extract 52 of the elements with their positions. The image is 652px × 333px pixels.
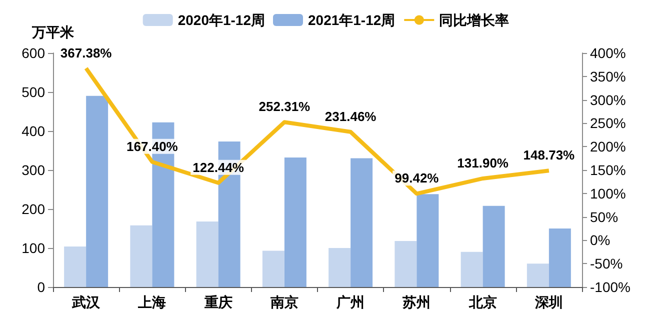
- y2-tick-label: 400%: [590, 45, 626, 61]
- y-tick-label: 0: [37, 279, 46, 295]
- legend-label: 2020年1-12周: [178, 12, 266, 28]
- bar: [350, 158, 373, 287]
- x-tick-label: 苏州: [402, 294, 431, 310]
- data-label: 231.46%: [324, 108, 377, 124]
- data-label: 367.38%: [60, 45, 112, 60]
- y2-tick-label: 300%: [590, 92, 626, 108]
- y2-tick-label: -50%: [590, 256, 623, 272]
- x-tick-label: 北京: [468, 294, 497, 310]
- y-tick-label: 600: [22, 45, 46, 61]
- bar: [262, 250, 284, 287]
- y-axis-title: 万平米: [31, 24, 75, 40]
- data-label: 148.73%: [523, 148, 576, 163]
- x-tick-label: 深圳: [534, 294, 563, 310]
- y2-tick-label: 150%: [590, 162, 626, 178]
- y2-tick-label: 250%: [590, 115, 626, 132]
- bar: [284, 158, 306, 287]
- legend-label: 同比增长率: [439, 12, 510, 28]
- y2-tick-label: 350%: [590, 68, 626, 84]
- bar: [196, 221, 218, 287]
- data-label: 167.40%: [126, 138, 178, 154]
- y-tick-label: 500: [22, 84, 46, 100]
- y-tick-label: 100: [22, 240, 46, 256]
- bar: [64, 246, 86, 287]
- x-tick-label: 武汉: [71, 294, 102, 310]
- x-tick-label: 上海: [137, 294, 166, 310]
- legend-label: 2021年1-12周: [308, 12, 396, 28]
- y-tick-label: 400: [22, 123, 46, 139]
- data-label: 99.42%: [394, 170, 440, 186]
- x-tick-label: 重庆: [203, 294, 232, 310]
- bar: [460, 252, 483, 287]
- y-tick-label: 200: [22, 201, 46, 217]
- bar: [394, 240, 417, 287]
- bar: [86, 96, 108, 287]
- y-tick-label: 300: [22, 162, 46, 178]
- x-tick-label: 南京: [269, 294, 298, 310]
- y2-tick-label: -100%: [590, 279, 630, 295]
- bar: [416, 194, 439, 287]
- bar: [548, 228, 571, 287]
- y2-tick-label: 50%: [590, 208, 618, 225]
- bar: [130, 225, 152, 287]
- data-label: 252.31%: [258, 99, 311, 114]
- y2-tick-label: 200%: [590, 138, 626, 155]
- y2-tick-label: 100%: [590, 185, 626, 202]
- data-label: 122.44%: [192, 160, 244, 175]
- bar: [328, 248, 351, 287]
- data-label: 131.90%: [457, 155, 509, 170]
- bar: [526, 264, 549, 287]
- x-tick-label: 广州: [336, 294, 365, 310]
- y2-tick-label: 0%: [590, 232, 610, 248]
- bar: [482, 206, 505, 287]
